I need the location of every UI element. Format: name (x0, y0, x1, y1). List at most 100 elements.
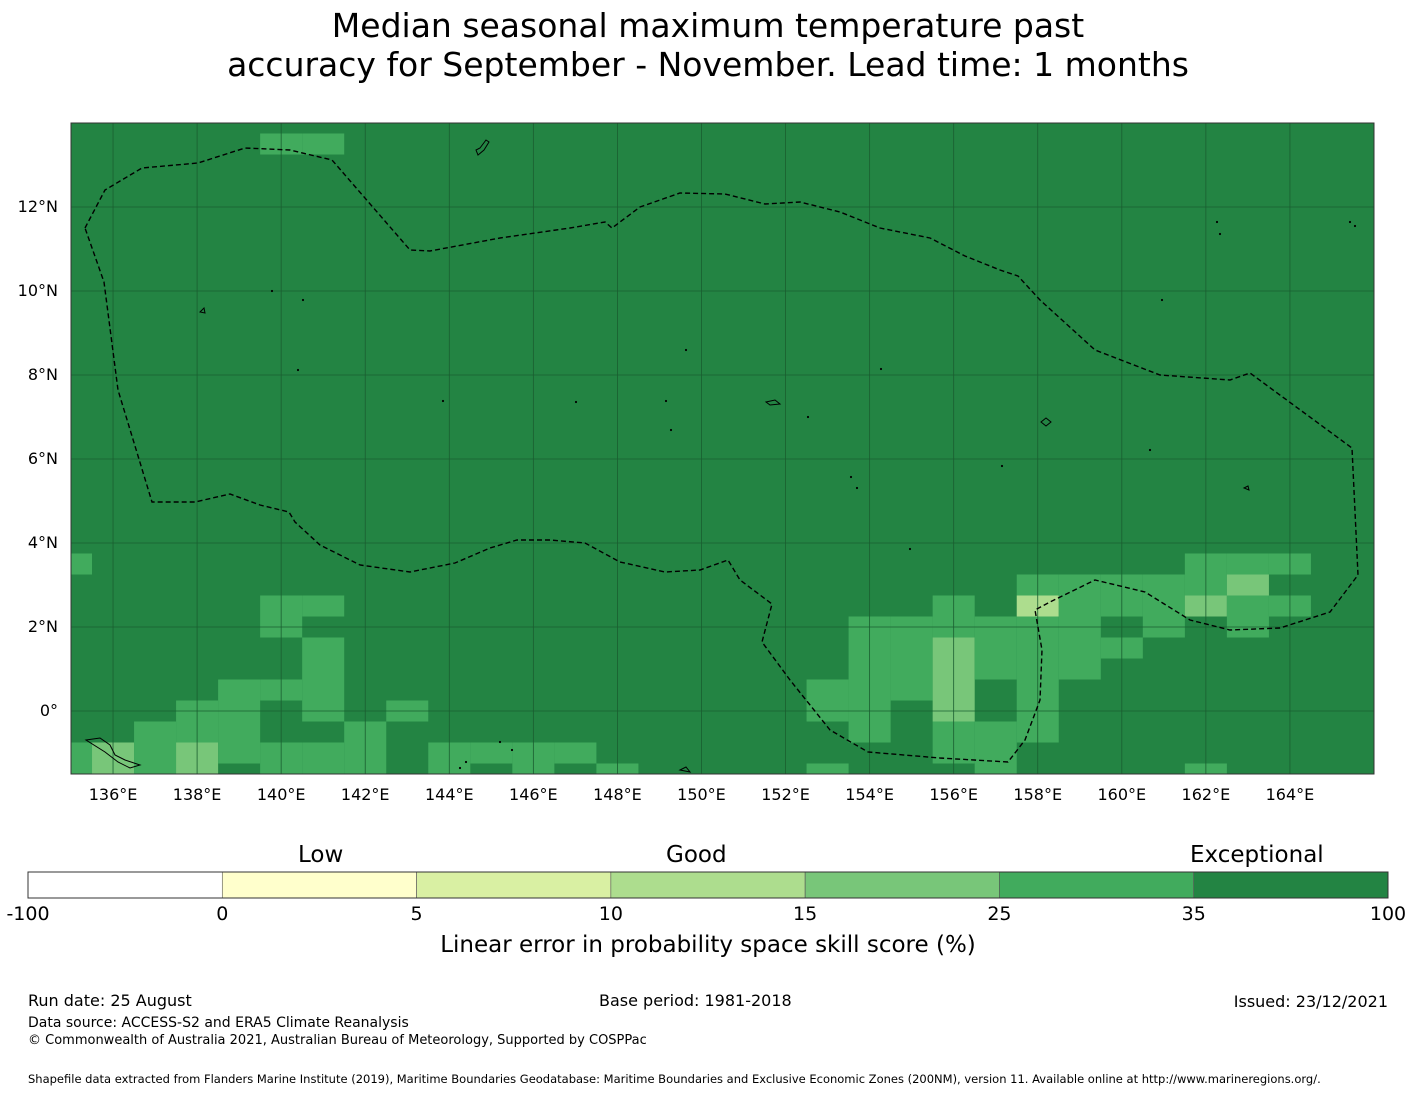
atoll-dot (1160, 298, 1164, 302)
yap-outline (198, 306, 206, 314)
skill-cell (302, 658, 345, 680)
atoll-dot (510, 748, 514, 752)
longitude-label: 138°E (172, 785, 222, 804)
longitude-label: 162°E (1181, 785, 1231, 804)
atoll-dot (908, 547, 912, 551)
skill-cell (302, 763, 345, 774)
map-area: 12°N 10°N 8°N 6°N 4°N 2°N 0° 136°E 138°E 140°E 14… (17, 122, 1375, 804)
skill-cell (134, 763, 177, 774)
title-line-2: accuracy for September - November. Lead … (227, 45, 1189, 84)
colorbar-tick: 100 (1369, 903, 1407, 925)
guam-outline (475, 139, 490, 156)
colorbar-tick: 5 (410, 903, 423, 925)
atoll-dot (806, 415, 810, 419)
title-line-1: Median seasonal maximum temperature past (331, 6, 1085, 45)
atoll-dot (849, 475, 853, 479)
latitude-label: 12°N (17, 197, 58, 216)
skill-cell (890, 637, 933, 659)
skill-cell (134, 721, 177, 743)
copyright: © Commonwealth of Australia 2021, Austra… (28, 1033, 647, 1048)
longitude-label: 150°E (677, 785, 726, 804)
skill-cell (1226, 553, 1269, 575)
longitude-label: 156°E (929, 785, 978, 804)
skill-cell (974, 742, 1017, 764)
colorbar-segment (1193, 871, 1389, 899)
skill-cell (71, 742, 93, 764)
atoll-dot (855, 486, 859, 490)
atoll-dot (464, 760, 468, 764)
longitude-label: 154°E (845, 785, 894, 804)
atoll-dot (458, 766, 462, 770)
latitude-label: 4°N (27, 533, 58, 552)
latitude-label: 0° (39, 701, 58, 720)
skill-cell (218, 721, 261, 743)
skill-cell (806, 679, 849, 701)
longitude-label: 158°E (1013, 785, 1063, 804)
png-coast (84, 737, 142, 769)
skill-cell (302, 679, 345, 701)
colorbar-tick: 15 (793, 903, 818, 925)
skill-cell (218, 742, 261, 764)
skill-cell (1226, 595, 1269, 617)
skill-cell (302, 637, 345, 659)
base-period: Base period: 1981-2018 (599, 991, 792, 1010)
atoll-dots (270, 220, 1357, 770)
skill-cell (1058, 595, 1101, 617)
latitude-label: 10°N (17, 281, 58, 300)
colorbar (27, 871, 1389, 899)
map-background (71, 123, 1374, 774)
skill-cell (554, 742, 597, 764)
colorbar-frame (27, 871, 1389, 899)
skill-cell (302, 133, 345, 155)
colorbar-segment (610, 871, 806, 899)
atoll-dot (270, 289, 274, 293)
longitude-label: 146°E (509, 785, 558, 804)
colorbar-segment (416, 871, 612, 899)
atoll-dot (1218, 232, 1222, 236)
map-canvas (70, 122, 1375, 775)
atoll-dot (664, 399, 668, 403)
skill-cell (974, 658, 1017, 680)
skill-cell (218, 679, 261, 701)
skill-cell (974, 763, 1017, 774)
latitude-label: 6°N (27, 449, 58, 468)
skill-cell (974, 721, 1017, 743)
chuuk-outline (764, 399, 782, 406)
colorbar-tick: -100 (6, 903, 50, 925)
skill-cell (974, 637, 1017, 659)
atoll-dot (879, 367, 883, 371)
latitude-label: 2°N (27, 617, 58, 636)
pohnpei-outline (1040, 417, 1052, 427)
skill-cell (1058, 574, 1101, 596)
colorbar-tick: 10 (598, 903, 623, 925)
map-title: Median seasonal maximum temperature past… (0, 6, 1416, 84)
skill-cell (890, 658, 933, 680)
skill-cell (71, 763, 93, 774)
atoll-dot (1348, 220, 1352, 224)
atoll-dot (301, 298, 305, 302)
longitude-label: 152°E (761, 785, 810, 804)
atoll-dot (498, 740, 502, 744)
skill-cell (1142, 574, 1185, 596)
longitude-label: 164°E (1265, 785, 1315, 804)
run-date: Run date: 25 August (28, 991, 192, 1010)
category-good: Good (666, 842, 727, 868)
atoll-dot (669, 428, 673, 432)
colorbar-tick: 25 (987, 903, 1012, 925)
skill-cell (1142, 595, 1185, 617)
category-exceptional: Exceptional (1190, 842, 1324, 868)
colorbar-label: Linear error in probability space skill … (440, 932, 976, 958)
colorbar-segment (27, 871, 223, 899)
atoll-dot (1000, 464, 1004, 468)
island-outlines (84, 139, 1250, 773)
atoll-dot (1353, 224, 1357, 228)
issued-date: Issued: 23/12/2021 (1233, 992, 1388, 1011)
colorbar-tick: 0 (216, 903, 229, 925)
manus-outline (678, 766, 692, 773)
atoll-dot (441, 399, 445, 403)
skill-cell (71, 553, 93, 575)
graticule (71, 123, 1374, 774)
atoll-dot (1215, 220, 1219, 224)
category-low: Low (298, 842, 344, 868)
skill-cell (134, 742, 177, 764)
